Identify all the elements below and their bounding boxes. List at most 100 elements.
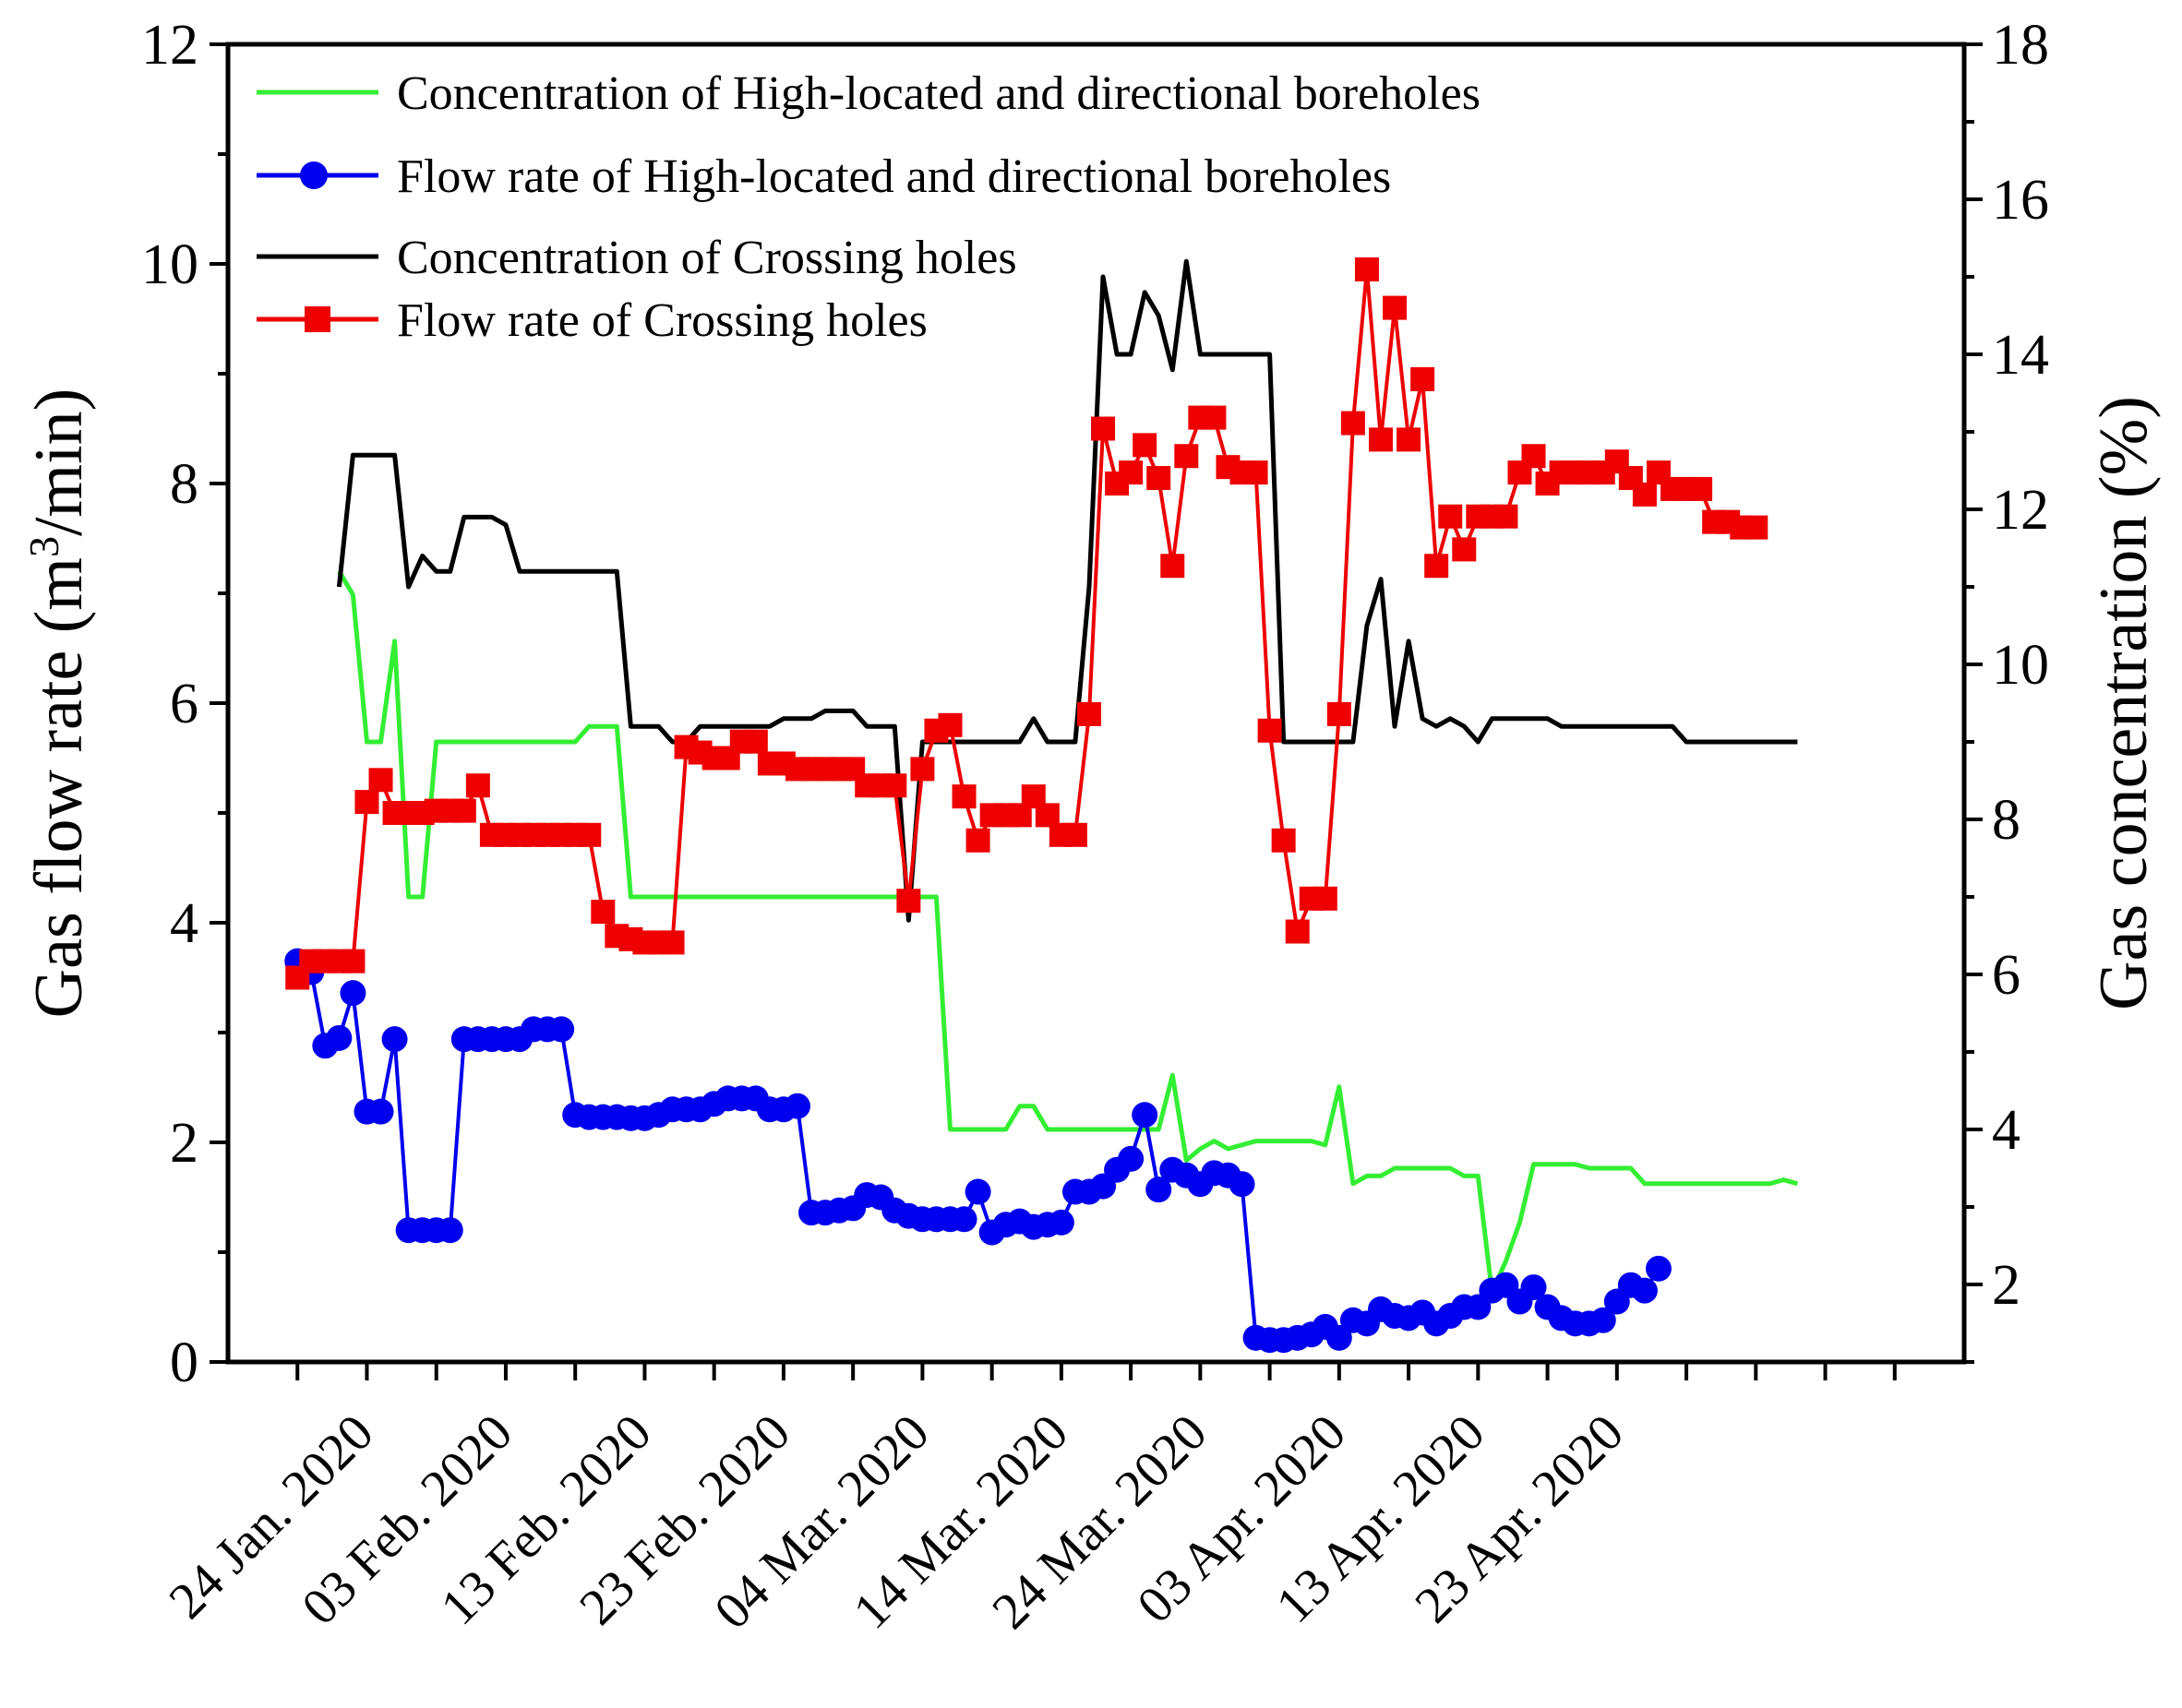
data-point-square [938,712,963,737]
data-point-circle [1645,1255,1672,1282]
legend-entry-2: Flow rate of High-located and directiona… [257,150,1391,203]
data-point-circle [1325,1324,1352,1351]
data-point-circle [548,1016,575,1043]
right-tick-label: 6 [1992,944,2020,1007]
data-point-square [451,798,476,823]
data-point-square [1452,537,1477,562]
right-tick-label: 8 [1992,789,2020,852]
data-point-circle [1631,1277,1658,1304]
legend: Concentration of High-located and direct… [257,67,1481,347]
data-point-circle [951,1206,977,1233]
left-tick-label: 12 [141,14,198,77]
data-point-square [1383,295,1408,320]
legend-entry-3: Concentration of Crossing holes [257,232,1017,284]
data-point-square [1410,366,1435,391]
data-point-square [1174,444,1199,469]
legend-label: Concentration of Crossing holes [397,232,1017,284]
data-point-circle [1048,1209,1074,1236]
data-point-square [1091,416,1116,441]
data-point-circle [784,1093,810,1119]
data-point-square [1285,919,1310,944]
data-point-circle [1145,1176,1172,1203]
data-point-square [341,949,366,973]
data-point-square [1202,405,1227,430]
data-point-square [882,773,907,798]
data-point-square [896,889,921,914]
data-point-square [1688,476,1713,501]
left-tick-label: 6 [170,673,198,735]
legend-swatch-marker [305,306,330,332]
legend-entry-4: Flow rate of Crossing holes [257,294,928,347]
data-point-circle [437,1217,463,1244]
data-point-square [591,900,616,925]
series-2 [284,948,1672,1354]
right-tick-label: 4 [1992,1099,2020,1162]
data-point-square [1062,822,1087,847]
data-point-circle [340,980,366,1007]
data-point-circle [381,1026,408,1053]
right-tick-label: 16 [1992,169,2049,232]
data-point-square [1744,515,1768,540]
data-point-square [1326,701,1351,726]
series-line [337,569,1799,1295]
data-point-square [1243,460,1268,485]
data-point-square [965,828,990,853]
legend-swatch-marker [300,161,328,189]
right-axis-title: Gas concentration (%) [2086,396,2162,1010]
series-line [295,960,1660,1343]
data-point-square [1257,718,1282,743]
right-tick-label: 10 [1992,634,2049,697]
data-point-circle [1520,1274,1547,1301]
data-point-square [465,773,490,798]
series-1 [337,569,1799,1295]
data-point-square [354,790,379,815]
left-axis-title: Gas flow rate (m3/min) [20,388,98,1019]
data-point-square [660,930,685,955]
right-tick-label: 18 [1992,14,2049,77]
right-tick-label: 2 [1992,1254,2020,1317]
data-point-square [910,757,935,782]
left-tick-label: 0 [170,1332,198,1394]
data-point-circle [326,1024,353,1051]
data-point-square [1354,257,1379,281]
legend-label: Flow rate of High-located and directiona… [397,150,1391,203]
data-point-square [743,729,768,754]
data-point-square [368,768,393,793]
data-point-square [1397,427,1421,452]
right-tick-label: 12 [1992,479,2049,542]
legend-label: Flow rate of Crossing holes [397,294,928,347]
data-point-square [1438,504,1463,529]
data-point-square [1521,444,1546,469]
data-point-square [1146,466,1171,491]
legend-label: Concentration of High-located and direct… [397,67,1481,120]
data-point-square [1632,482,1657,507]
data-point-circle [1589,1307,1616,1333]
data-point-circle [965,1178,991,1205]
legend-entry-1: Concentration of High-located and direct… [257,67,1481,120]
left-tick-label: 10 [141,233,198,296]
plot-layer [284,257,1799,1354]
data-point-square [1424,554,1449,579]
data-point-square [1160,554,1185,579]
data-point-square [1493,504,1518,529]
series-line [336,258,1798,923]
data-point-square [577,822,602,847]
left-tick-label: 4 [170,892,198,955]
series-4 [285,257,1768,990]
data-point-square [1133,433,1157,458]
left-axis-title-superscript: 3 [20,536,67,557]
data-point-circle [1118,1145,1145,1172]
data-point-square [1076,701,1101,726]
data-point-square [1368,427,1393,452]
data-point-circle [367,1098,394,1125]
data-point-circle [1132,1102,1158,1129]
data-point-square [1271,828,1296,853]
series-3 [336,258,1798,923]
series-line [295,268,1756,979]
data-point-circle [1229,1171,1255,1198]
data-point-square [1119,460,1144,485]
left-axis-title-end: /min) [21,388,97,536]
left-tick-label: 2 [170,1112,198,1175]
data-point-square [952,784,977,809]
